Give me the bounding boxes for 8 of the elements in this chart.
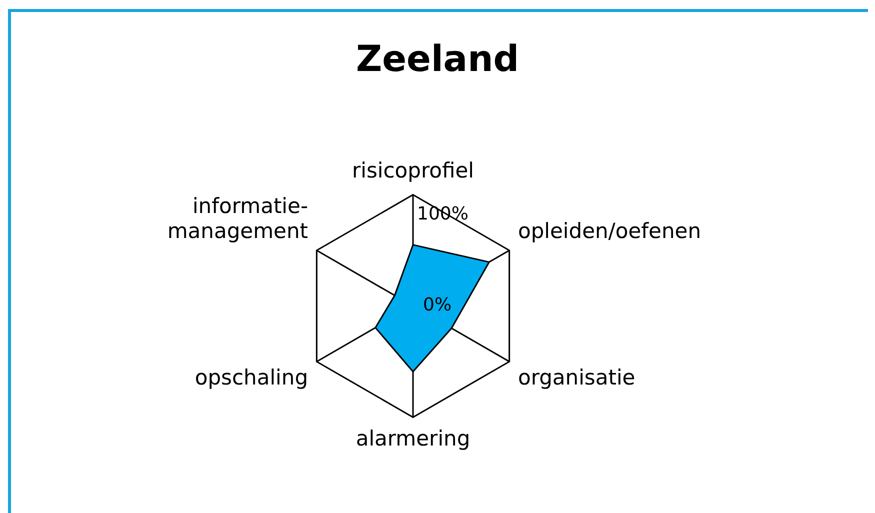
spoke-label: risicoprofiel [352, 158, 474, 183]
spoke-label: opleiden/oefenen [518, 219, 702, 244]
chart-title: Zeeland [356, 38, 519, 80]
spoke-label: organisatie [518, 366, 636, 390]
spoke-label: informatie-management [167, 194, 308, 244]
spoke-label: alarmering [356, 426, 470, 450]
spoke-label: opschaling [194, 366, 308, 390]
y-tick-label: 0% [423, 294, 452, 316]
